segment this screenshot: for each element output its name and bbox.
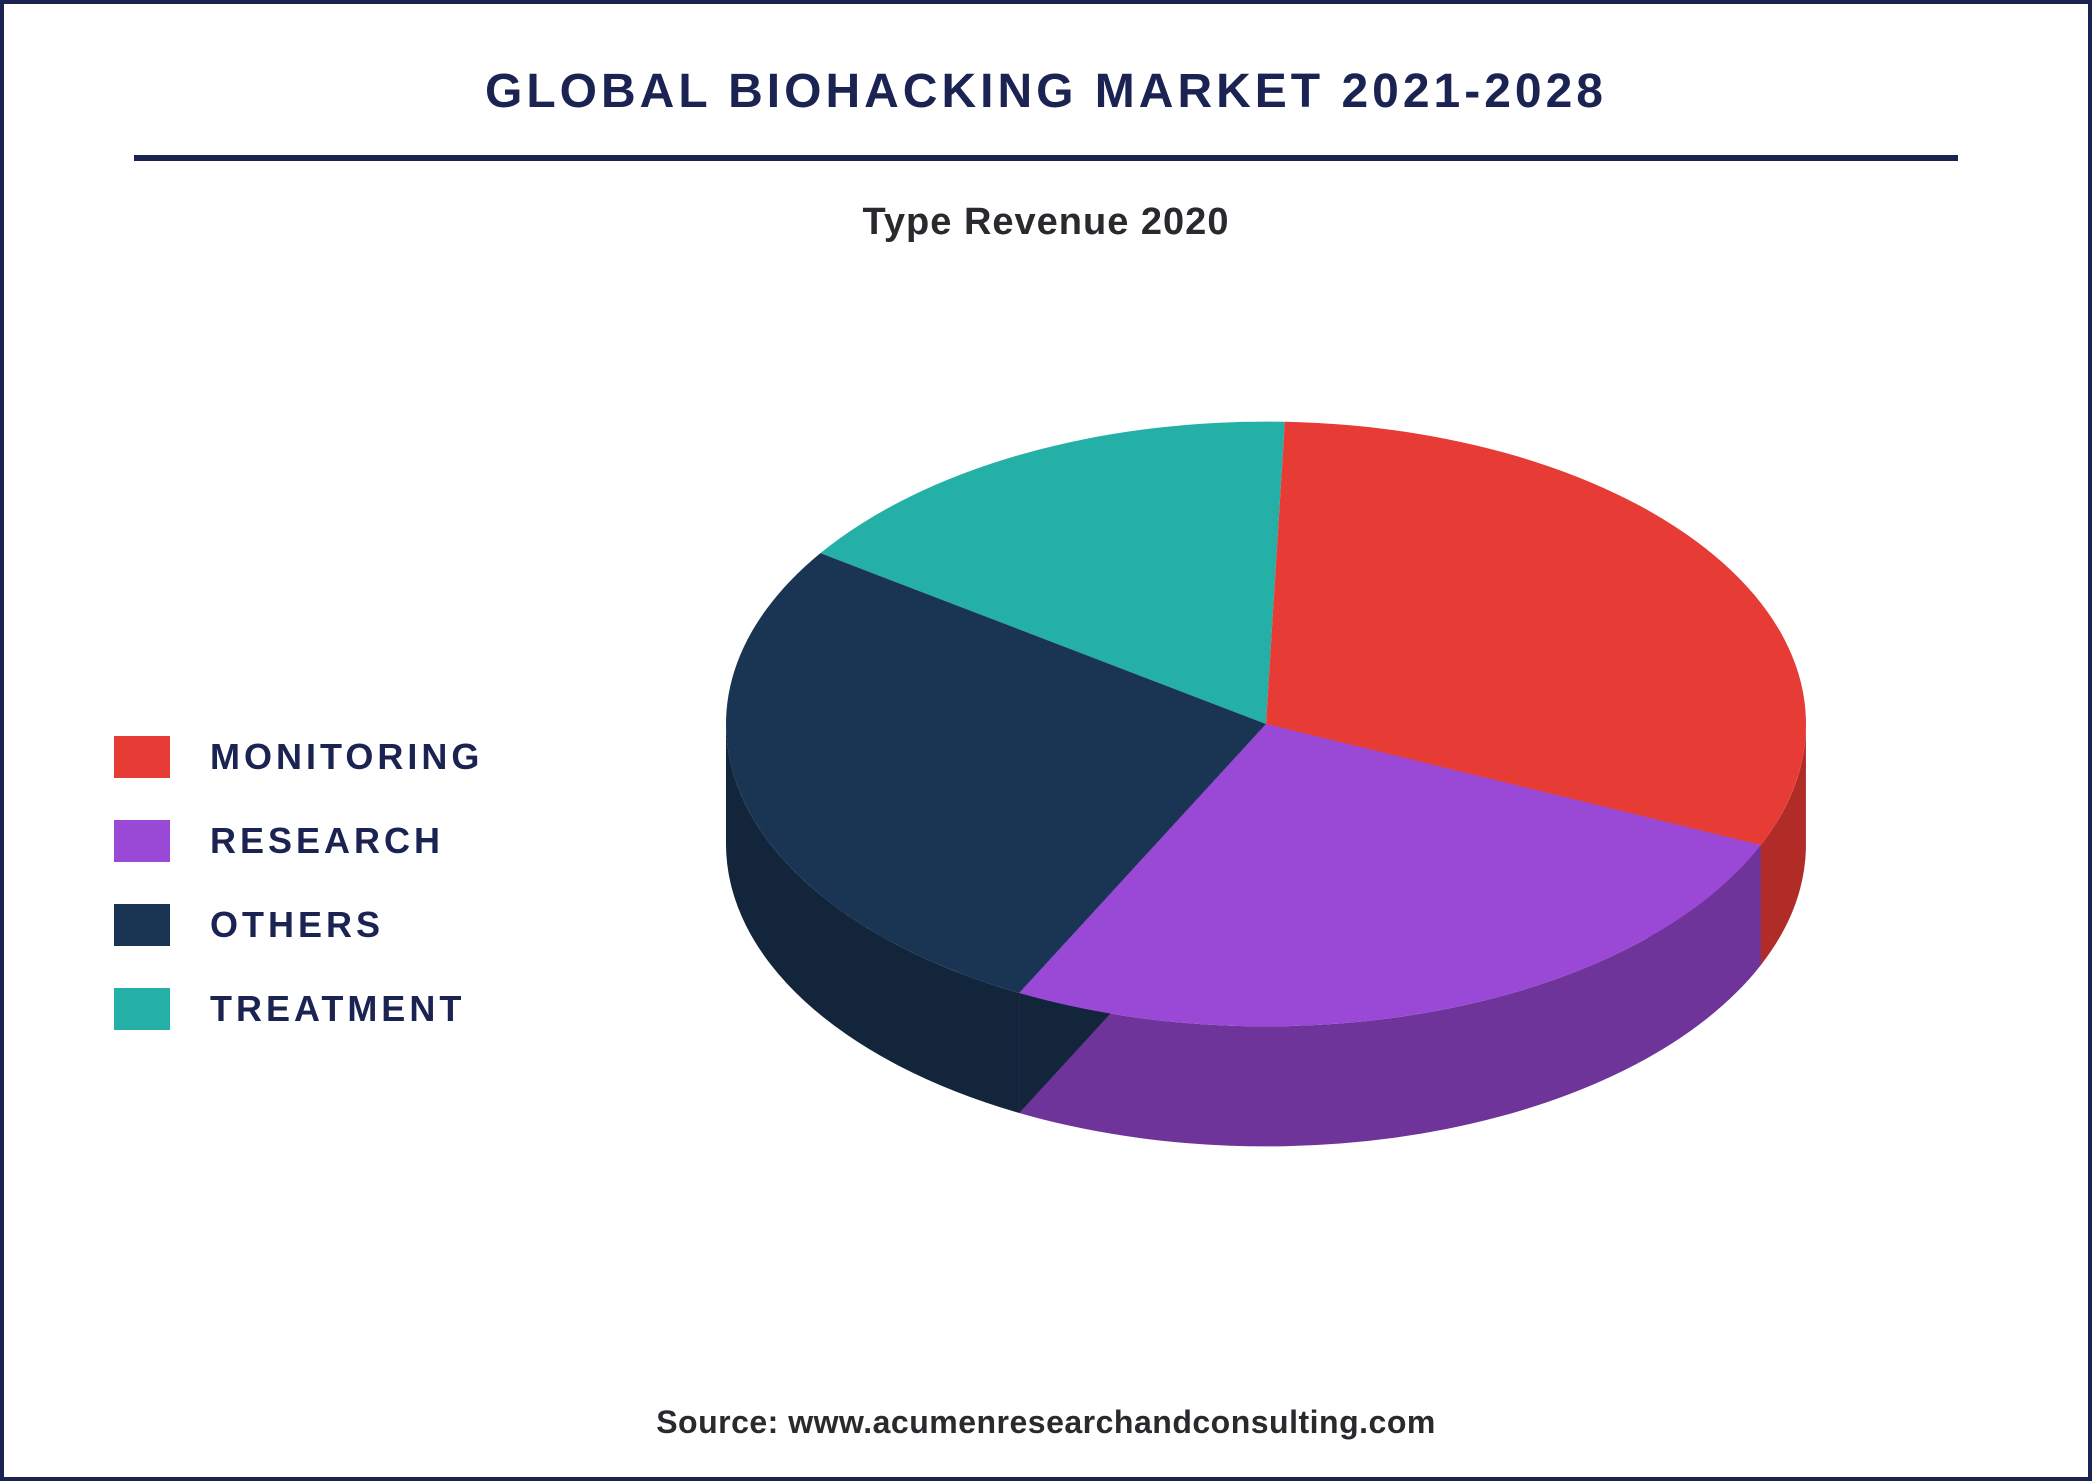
legend-swatch — [114, 820, 170, 862]
legend: MONITORING RESEARCH OTHERS TREATMENT — [84, 736, 524, 1072]
legend-item: MONITORING — [114, 736, 524, 778]
pie-chart — [626, 294, 1906, 1254]
legend-swatch — [114, 904, 170, 946]
pie-chart-area — [524, 244, 2008, 1304]
legend-label: TREATMENT — [210, 988, 465, 1030]
legend-swatch — [114, 736, 170, 778]
legend-item: RESEARCH — [114, 820, 524, 862]
subtitle: Type Revenue 2020 — [84, 201, 2008, 244]
content-row: MONITORING RESEARCH OTHERS TREATMENT — [84, 244, 2008, 1304]
source-text: Source: www.acumenresearchandconsulting.… — [4, 1404, 2088, 1441]
legend-swatch — [114, 988, 170, 1030]
chart-frame: GLOBAL BIOHACKING MARKET 2021-2028 Type … — [0, 0, 2092, 1481]
page-title: GLOBAL BIOHACKING MARKET 2021-2028 — [84, 64, 2008, 119]
legend-label: OTHERS — [210, 904, 384, 946]
legend-label: MONITORING — [210, 736, 483, 778]
title-rule — [134, 155, 1958, 161]
legend-item: OTHERS — [114, 904, 524, 946]
legend-label: RESEARCH — [210, 820, 444, 862]
legend-item: TREATMENT — [114, 988, 524, 1030]
